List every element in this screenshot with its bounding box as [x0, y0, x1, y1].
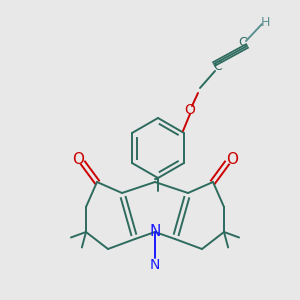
Text: O: O	[184, 103, 195, 117]
Text: C: C	[214, 61, 222, 74]
Text: O: O	[226, 152, 238, 167]
Text: O: O	[72, 152, 84, 167]
Text: N: N	[149, 224, 161, 239]
Text: N: N	[150, 258, 160, 272]
Text: H: H	[260, 16, 270, 29]
Text: C: C	[238, 37, 247, 50]
